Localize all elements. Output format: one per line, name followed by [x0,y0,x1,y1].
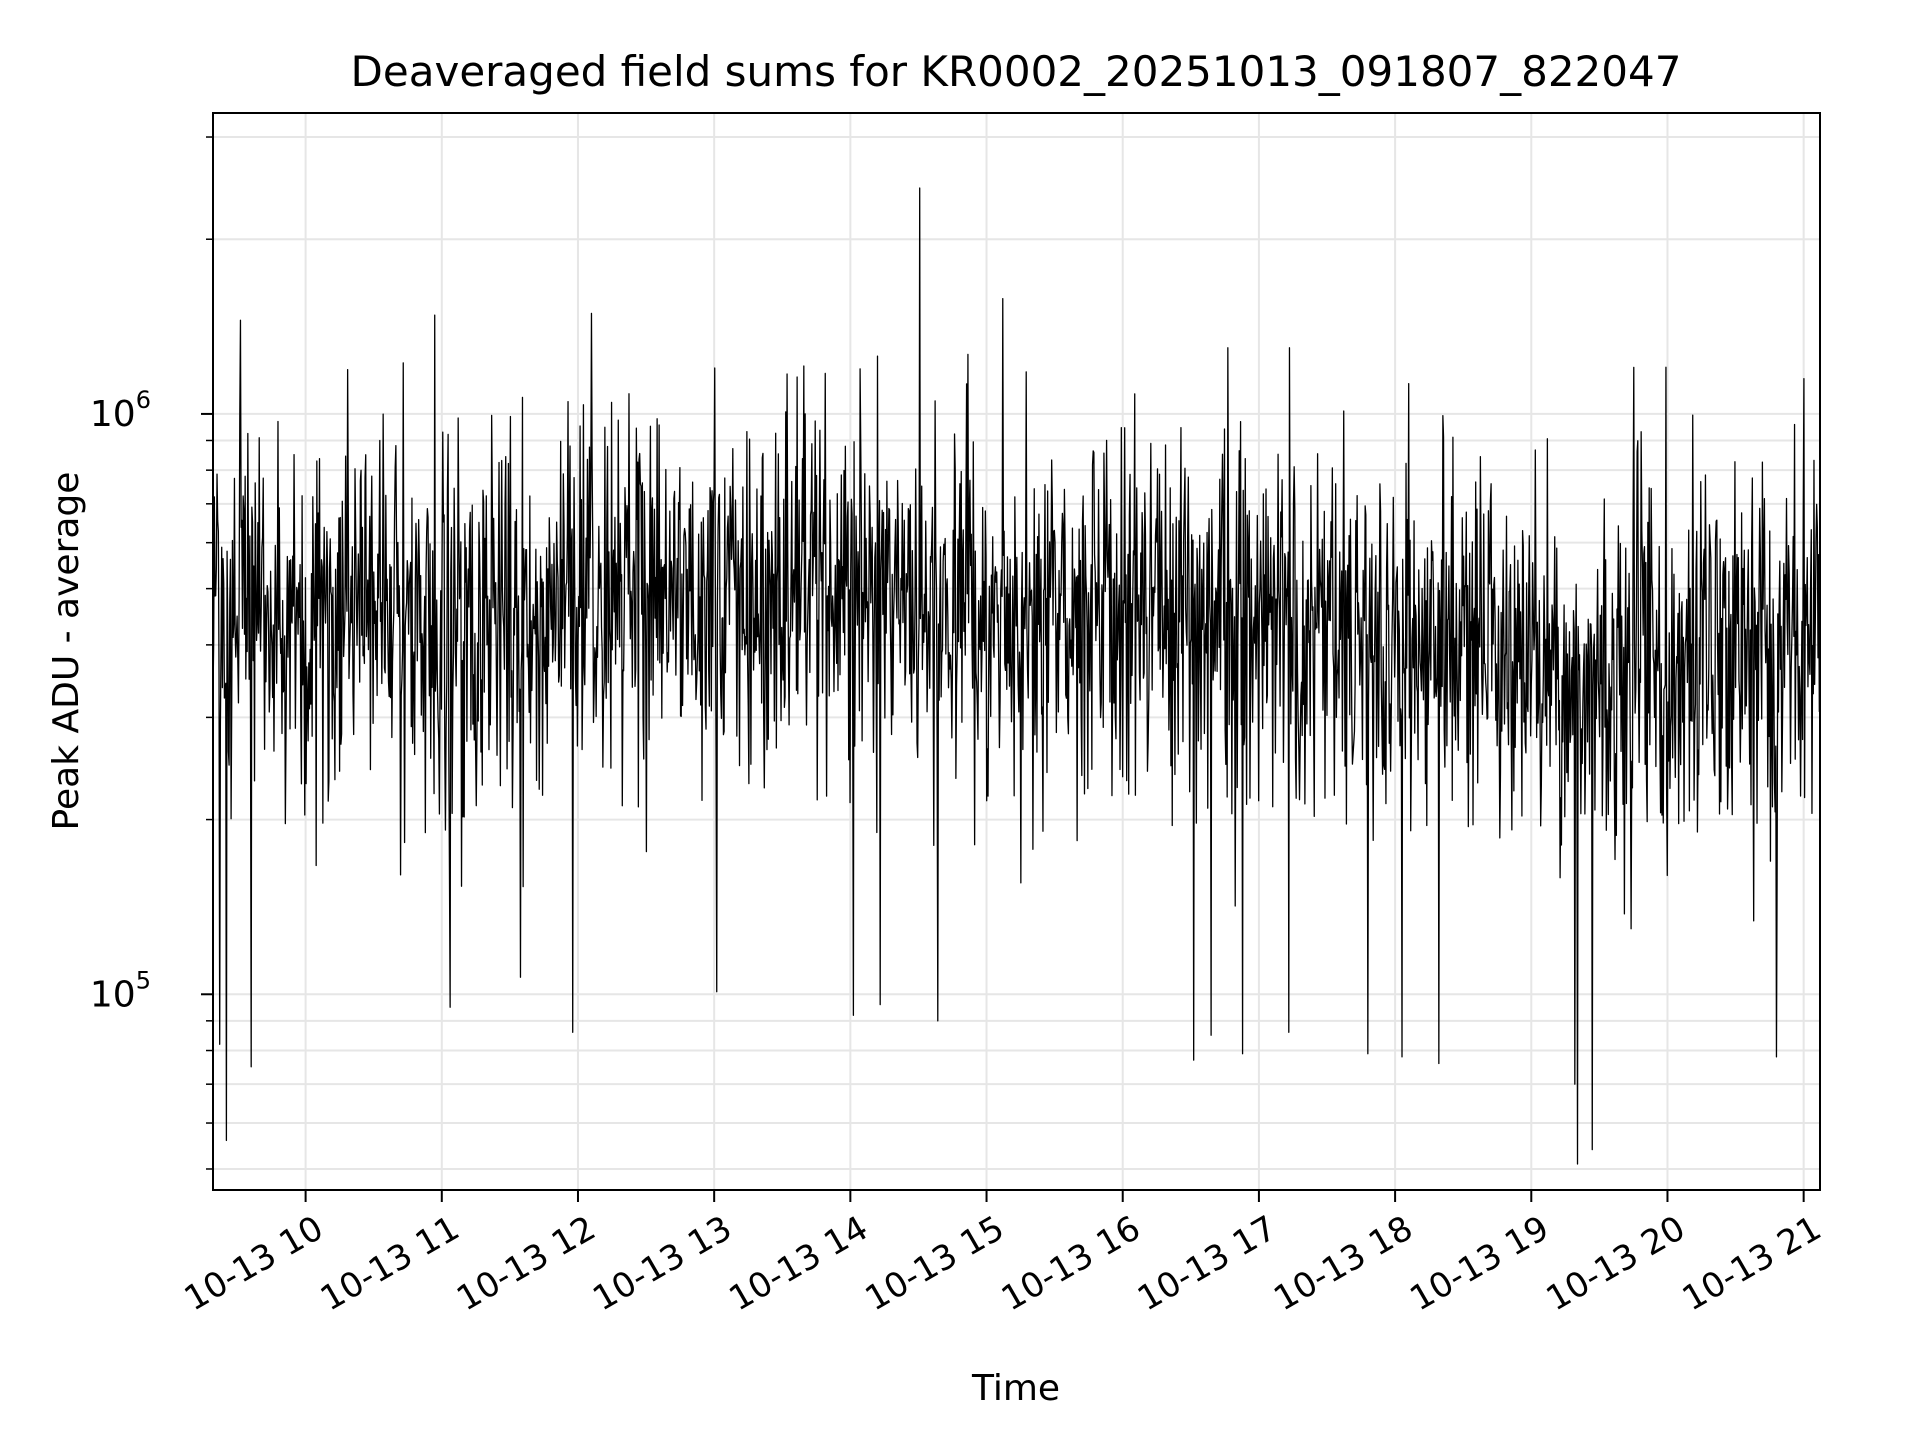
y-tick-exponent: 5 [136,966,151,994]
y-axis-label: Peak ADU - average [46,472,87,831]
y-tick-label: 106 [90,386,151,435]
x-axis-label: Time [971,1368,1060,1409]
y-tick-label: 105 [90,966,151,1015]
plot-frame [212,112,1821,1191]
y-tick-exponent: 6 [136,386,151,414]
series-line [212,187,1821,1165]
series-group [212,187,1821,1165]
chart-title: Deaveraged field sums for KR0002_2025101… [351,47,1682,96]
y-tick-base: 10 [90,394,136,435]
y-tick-base: 10 [90,974,136,1015]
